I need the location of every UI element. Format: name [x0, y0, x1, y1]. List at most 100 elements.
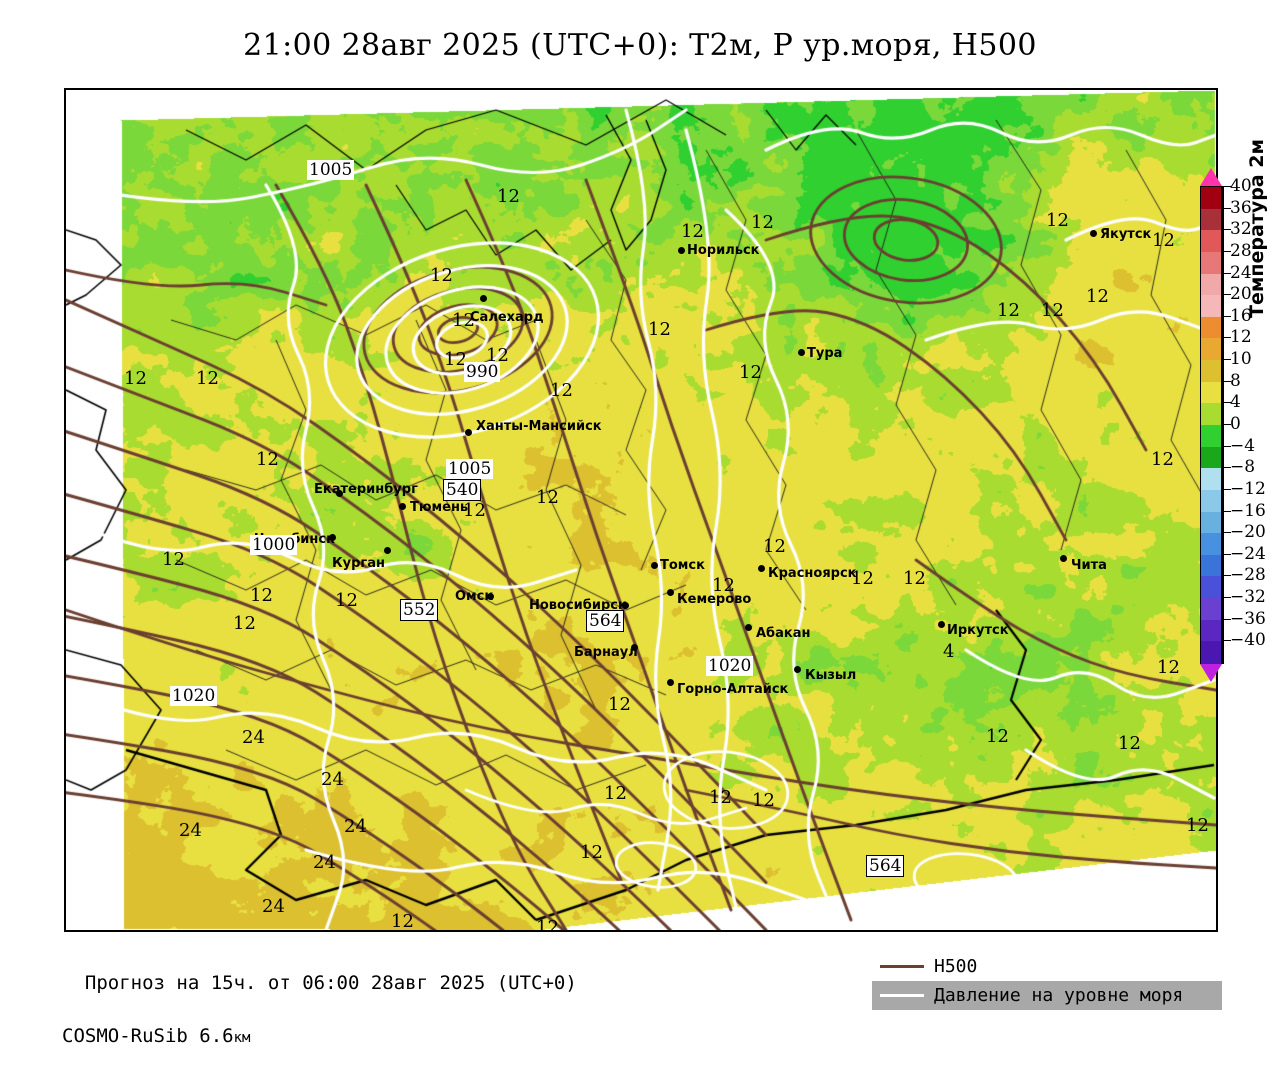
- temperature-contour-label: 12: [233, 613, 256, 634]
- city-label: Тюмень: [410, 500, 469, 515]
- city-label: Норильск: [687, 243, 760, 258]
- pressure-contour-label: 1005: [446, 459, 494, 479]
- city-label: Кызыл: [805, 668, 857, 683]
- map-legend: H500 Давление на уровне моря: [872, 952, 1222, 1010]
- temperature-contour-label: 12: [391, 911, 414, 932]
- page-title: 21:00 28авг 2025 (UTC+0): T2м, P ур.моря…: [243, 28, 1037, 63]
- temperature-contour-label: 12: [196, 368, 219, 389]
- colorbar-segment: [1201, 554, 1221, 578]
- colorbar-tick: [1224, 640, 1231, 642]
- colorbar-segment: [1201, 576, 1221, 599]
- temperature-contour-label: 12: [986, 726, 1009, 747]
- city-marker: [487, 593, 494, 600]
- colorbar-tick-label: −20: [1230, 522, 1266, 543]
- colorbar-segment: [1201, 619, 1221, 642]
- temperature-contour-label: 4: [943, 641, 955, 662]
- colorbar-tick: [1224, 315, 1231, 317]
- colorbar-tick-label: −36: [1230, 608, 1266, 629]
- h500-contour-label: 540: [443, 479, 482, 501]
- temperature-contour-label: 12: [256, 449, 279, 470]
- legend-line-swatch: [880, 965, 924, 968]
- colorbar-top-arrow: [1200, 168, 1222, 186]
- city-marker: [329, 534, 336, 541]
- colorbar-segment: [1201, 295, 1221, 318]
- colorbar-segment: [1201, 187, 1221, 210]
- colorbar-segment: [1201, 425, 1221, 448]
- colorbar-tick-label: 20: [1230, 284, 1252, 305]
- city-marker: [622, 602, 629, 609]
- colorbar-tick: [1224, 618, 1231, 620]
- city-label: Салехард: [470, 310, 544, 325]
- city-marker: [667, 679, 674, 686]
- model-resolution-unit: км: [233, 1030, 251, 1046]
- city-label: Якутск: [1100, 227, 1152, 242]
- temperature-contour-label: 12: [550, 380, 573, 401]
- colorbar-tick: [1224, 575, 1231, 577]
- city-label: Чита: [1071, 558, 1107, 573]
- temperature-contour-label: 24: [344, 816, 367, 837]
- colorbar-segment: [1201, 208, 1221, 231]
- pressure-contour-label: 1000: [250, 535, 298, 555]
- colorbar-tick-label: −28: [1230, 565, 1266, 586]
- forecast-info: Прогноз на 15ч. от 06:00 28авг 2025 (UTC…: [62, 950, 577, 1069]
- colorbar-tick: [1224, 597, 1231, 599]
- colorbar-tick-label: 8: [1230, 370, 1241, 391]
- city-label: Горно-Алтайск: [677, 682, 789, 697]
- city-marker: [336, 490, 343, 497]
- city-marker: [480, 295, 487, 302]
- colorbar-tick: [1224, 445, 1231, 447]
- temperature-contour-label: 24: [313, 852, 336, 873]
- temperature-contour-label: 12: [763, 536, 786, 557]
- colorbar-tick-label: −32: [1230, 587, 1266, 608]
- temperature-contour-label: 12: [162, 549, 185, 570]
- temperature-contour-label: 12: [751, 212, 774, 233]
- city-marker: [745, 624, 752, 631]
- colorbar-tick-label: −40: [1230, 630, 1266, 651]
- temperature-contour-label: 12: [604, 783, 627, 804]
- city-label: Курган: [332, 556, 385, 571]
- colorbar-tick-label: −4: [1230, 435, 1256, 456]
- temperature-contour-label: 12: [752, 790, 775, 811]
- temperature-contour-label: 12: [997, 300, 1020, 321]
- colorbar-segment: [1201, 230, 1221, 253]
- temperature-contour-label: 12: [444, 349, 467, 370]
- city-marker: [651, 562, 658, 569]
- temperature-contour-label: 12: [580, 842, 603, 863]
- colorbar-segment: [1201, 598, 1221, 621]
- city-label: Барнаул: [574, 645, 638, 660]
- colorbar-segment: [1201, 381, 1221, 404]
- colorbar-tick-label: −24: [1230, 543, 1266, 564]
- map-raster: [66, 90, 1216, 930]
- colorbar-tick: [1224, 532, 1231, 534]
- colorbar-bottom-arrow: [1200, 664, 1222, 682]
- city-marker: [798, 349, 805, 356]
- temperature-contour-label: 12: [1046, 210, 1069, 231]
- legend-line-swatch: [880, 994, 924, 997]
- colorbar-tick: [1224, 207, 1231, 209]
- temperature-contour-label: 12: [124, 368, 147, 389]
- temperature-contour-label: 12: [608, 694, 631, 715]
- temperature-contour-label: 24: [262, 896, 285, 917]
- temperature-contour-label: 12: [709, 787, 732, 808]
- legend-label: Давление на уровне моря: [934, 985, 1184, 1006]
- city-label: Ханты-Мансийск: [476, 419, 602, 434]
- city-label: Томск: [660, 558, 705, 573]
- city-marker: [631, 644, 638, 651]
- city-marker: [1060, 555, 1067, 562]
- temperature-contour-label: 24: [242, 727, 265, 748]
- temperature-contour-label: 24: [179, 820, 202, 841]
- colorbar-tick: [1224, 229, 1231, 231]
- city-label: Екатеринбург: [314, 482, 418, 497]
- city-marker: [384, 547, 391, 554]
- colorbar-tick: [1224, 380, 1231, 382]
- temperature-contour-label: 12: [536, 917, 559, 932]
- city-marker: [678, 247, 685, 254]
- colorbar-tick-label: 4: [1230, 392, 1241, 413]
- temperature-contour-label: 12: [1186, 815, 1209, 836]
- colorbar-segment: [1201, 273, 1221, 296]
- pressure-contour-label: 1005: [307, 160, 355, 180]
- colorbar-tick-label: −8: [1230, 457, 1256, 478]
- pressure-contour-label: 1020: [170, 686, 218, 706]
- temperature-contour-label: 12: [1157, 657, 1180, 678]
- city-marker: [1090, 230, 1097, 237]
